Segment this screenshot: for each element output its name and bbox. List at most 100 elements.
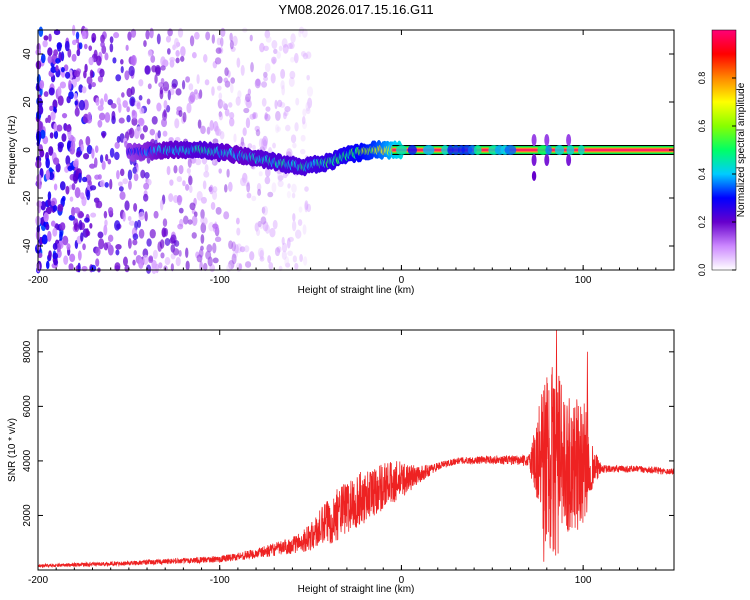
noise-blob [281,38,288,48]
noise-blob [116,97,121,106]
noise-blob [133,250,137,256]
noise-blob [49,105,54,112]
noise-blob [114,141,120,149]
noise-blob [89,223,93,229]
noise-blob [244,261,252,268]
noise-blob [156,33,161,45]
noise-blob [39,149,45,158]
noise-blob [47,114,52,124]
noise-blob [170,263,174,272]
noise-blob [204,163,209,173]
noise-blob [180,46,186,57]
noise-blob [288,76,295,88]
noise-blob [72,173,78,184]
noise-blob [146,98,151,105]
noise-blob [191,215,198,226]
noise-blob [242,127,247,137]
snr-frame [37,329,675,571]
noise-blob [130,28,137,38]
noise-blob [299,254,303,263]
noise-blob [294,122,299,132]
noise-blob [83,70,87,79]
noise-blob [292,255,297,263]
noise-blob [178,164,184,175]
noise-blob [55,58,61,64]
noise-blob [153,210,159,219]
noise-blob [294,52,299,64]
noise-blob [228,117,235,127]
noise-blob [262,139,268,151]
noise-blob [103,210,108,219]
noise-blob [259,256,265,262]
noise-blob [277,171,283,183]
noise-blob [180,56,185,62]
noise-blob [94,145,99,154]
noise-blob [289,42,295,50]
noise-blob [160,252,165,259]
noise-blob [45,169,51,181]
noise-blob [300,51,307,57]
noise-blob [74,187,81,199]
noise-blob [161,227,167,238]
noise-blob [136,219,142,229]
x-tick-label: -100 [210,275,230,286]
noise-blob [104,219,108,227]
noise-blob [142,125,148,133]
noise-blob [303,256,308,266]
noise-blob [282,43,289,54]
noise-blob [53,130,59,140]
noise-blob [103,242,109,251]
x-tick-label: 100 [575,275,592,286]
top-ylabel: Frequency (Hz) [7,116,18,185]
noise-blob [164,257,171,266]
spectrogram-spikes [531,134,572,181]
noise-blob [120,65,124,74]
spike-lower [531,154,537,166]
noise-blob [204,79,210,86]
noise-blob [272,58,276,65]
noise-blob [235,96,241,106]
noise-blob [249,113,256,120]
noise-blob [80,192,85,200]
noise-blob [302,52,309,60]
noise-blob [214,57,222,65]
noise-blob [64,71,71,79]
band-blob [554,145,565,155]
noise-blob [41,234,48,245]
noise-blob [127,169,133,181]
noise-blob [178,207,184,214]
noise-blob [265,106,271,112]
noise-blob [185,260,190,271]
noise-blob [230,83,234,94]
noise-blob [200,196,207,204]
noise-blob [57,86,62,97]
noise-blob [175,88,182,96]
noise-blob [144,65,151,75]
noise-blob [165,35,171,43]
noise-blob [264,62,271,73]
noise-blob [200,209,205,220]
y-tick-label: 0 [22,147,33,153]
noise-blob [98,112,106,121]
colorbar-scale [711,29,737,271]
noise-blob [287,183,291,189]
colorbar-tick-label: 0.6 [697,120,707,133]
noise-blob [59,81,67,89]
noise-blob [260,216,267,225]
noise-blob [49,132,54,139]
noise-blob [139,107,145,115]
noise-blob [245,93,251,103]
noise-blob [162,130,168,137]
noise-blob [200,222,207,234]
noise-blob [178,249,182,257]
snr-ticks: -200 -100 0 100 2000 4000 6000 8000 [22,330,675,586]
noise-blob [138,228,145,239]
noise-blob [243,107,250,114]
noise-blob [276,126,281,132]
bottom-ylabel: SNR (10 * v/v) [7,418,18,482]
noise-blob [130,54,137,66]
noise-blob [75,31,80,40]
noise-blob [246,182,251,193]
noise-blob [228,240,233,250]
noise-blob [294,262,299,270]
